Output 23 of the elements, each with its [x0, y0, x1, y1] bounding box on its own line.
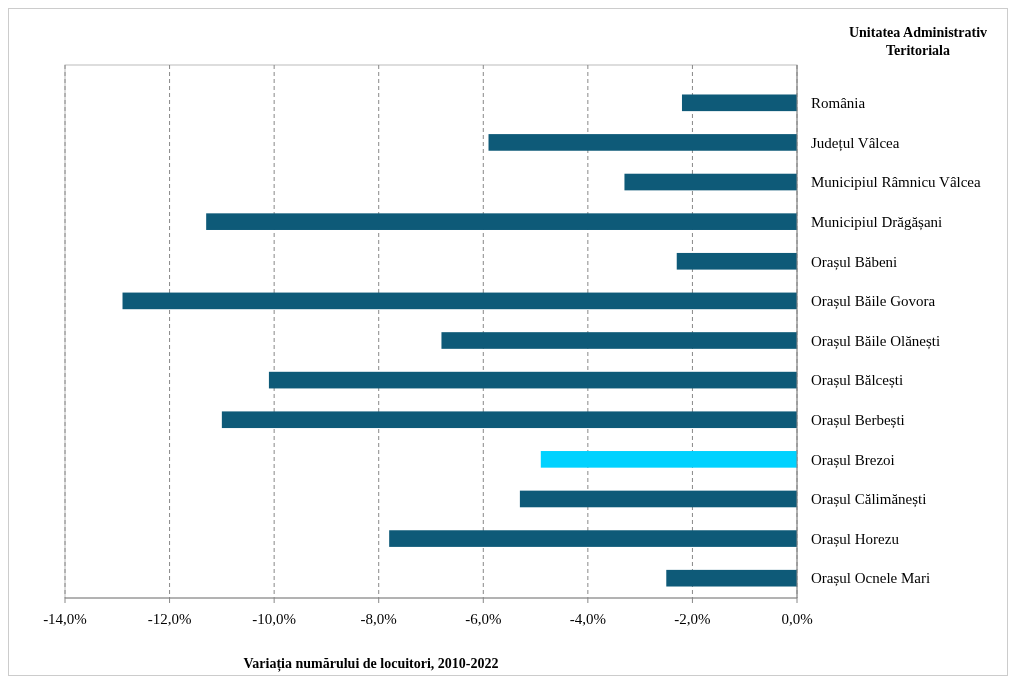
y-tick-label: Orașul Brezoi [811, 451, 895, 469]
x-tick-label: 0,0% [781, 611, 813, 627]
x-tick-label: -14,0% [43, 611, 87, 627]
y-tick-label: Orașul Băile Olănești [811, 332, 941, 350]
y-tick-label: România [811, 95, 866, 112]
y-tick-label: Orașul Călimănești [811, 491, 927, 509]
y-tick-label: Municipiul Drăgășani [811, 213, 943, 231]
x-tick-label: -6,0% [465, 611, 502, 627]
y-tick-label: Orașul Băile Govora [811, 293, 936, 311]
x-tick-label: -4,0% [569, 611, 606, 627]
y-tick-label: Orașul Bălcești [811, 372, 904, 390]
y-tick-label: Orașul Băbeni [811, 253, 898, 271]
x-tick-label: -2,0% [674, 611, 711, 627]
x-tick-label: -8,0% [360, 611, 397, 627]
x-tick-label: -10,0% [252, 611, 297, 627]
x-tick-label: -12,0% [147, 611, 192, 627]
y-tick-label: Municipiul Râmnicu Vâlcea [811, 174, 982, 191]
y-tick-label: Orașul Berbești [811, 411, 905, 429]
y-tick-label: Orașul Ocnele Mari [811, 570, 931, 588]
y-axis-title: Unitatea Administrativ Teritoriala [848, 25, 988, 59]
y-tick-label: Orașul Horezu [811, 530, 900, 548]
x-axis-title: Variația numărului de locuitori, 2010-2022 [243, 656, 499, 672]
y-tick-label: Județul Vâlcea [811, 134, 900, 152]
